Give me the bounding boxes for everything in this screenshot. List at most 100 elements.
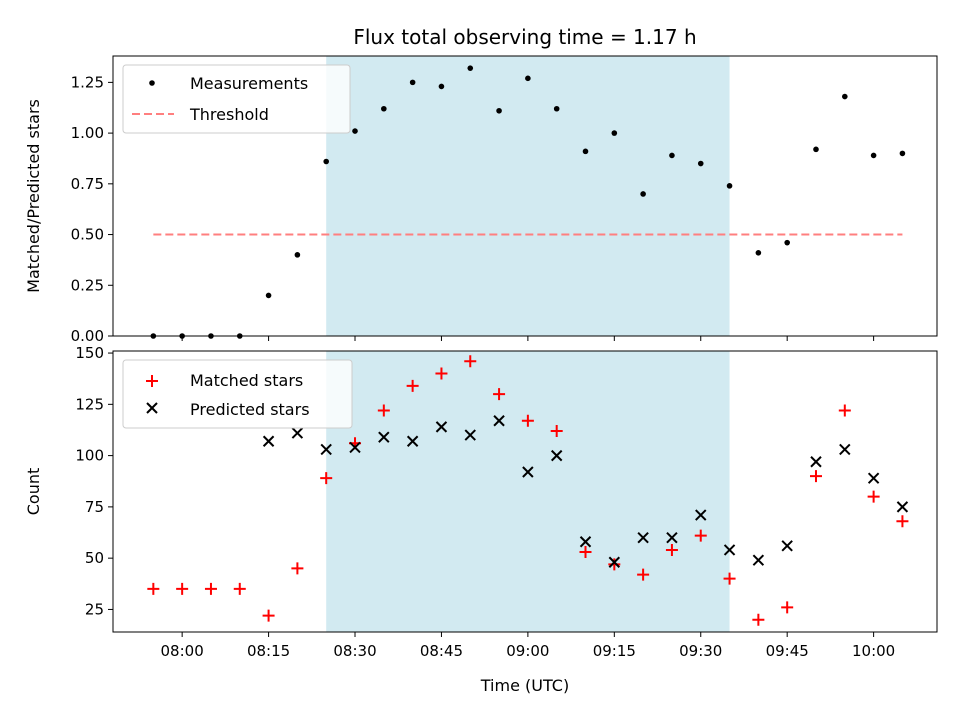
measurement-point <box>467 65 474 71</box>
x-tick-label: 09:45 <box>766 642 809 660</box>
predicted-star-point <box>320 443 332 456</box>
predicted-star-point <box>608 556 621 568</box>
top-y-tick-label: 0.75 <box>71 175 104 193</box>
matched-star-point <box>665 543 678 556</box>
matched-star-point <box>435 367 448 380</box>
measurement-point <box>496 107 502 114</box>
predicted-star-point <box>637 531 649 544</box>
matched-star-point <box>406 379 419 392</box>
predicted-star-point <box>781 540 793 552</box>
predicted-star-point <box>867 472 880 484</box>
legend-measurements-marker <box>149 80 155 86</box>
measurement-point <box>352 128 358 134</box>
legend-predicted-label: Predicted stars <box>190 400 310 419</box>
predicted-star-point <box>378 431 390 443</box>
predicted-star-point <box>695 509 707 521</box>
top-y-tick-label: 1.00 <box>71 124 104 142</box>
top-y-tick-label: 0.25 <box>71 276 104 294</box>
matched-star-point <box>896 515 909 528</box>
legend-matched-label: Matched stars <box>190 371 303 390</box>
predicted-star-point <box>723 544 736 556</box>
measurement-point <box>265 292 272 299</box>
predicted-star-point <box>752 554 765 566</box>
x-tick-label: 09:15 <box>593 642 636 660</box>
predicted-star-point <box>291 427 304 439</box>
top-shaded-span <box>326 56 730 336</box>
top-x-ticks <box>181 336 875 341</box>
predicted-star-point <box>435 421 448 433</box>
x-tick-label: 08:45 <box>420 642 463 660</box>
matched-star-point <box>493 388 506 401</box>
bottom-legend-box <box>122 359 353 429</box>
matched-star-point <box>752 613 765 626</box>
predicted-star-point <box>839 443 851 456</box>
matched-star-point <box>291 562 304 575</box>
matched-star-point <box>637 568 650 581</box>
predicted-star-point <box>522 466 534 478</box>
predicted-star-point <box>464 429 476 441</box>
top-y-ticks: 0.00 0.25 0.50 0.75 1.00 1.25 <box>71 73 113 345</box>
measurement-point <box>784 239 790 246</box>
predicted-star-point <box>406 435 419 447</box>
top-legend: Measurements Threshold <box>122 64 351 134</box>
bot-y-tick-label: 50 <box>85 549 104 567</box>
x-tick-label: 09:00 <box>506 642 549 660</box>
bottom-x-ticks: 08:00 08:15 08:30 08:45 09:00 09:15 09:30 09:45… <box>161 632 895 660</box>
x-axis-label: Time (UTC) <box>480 676 569 695</box>
bot-y-tick-label: 125 <box>75 395 104 413</box>
top-panel: 0.00 0.25 0.50 0.75 1.00 1.25 Matched/Predict… <box>24 55 938 345</box>
top-legend-box <box>122 64 351 134</box>
matched-star-point <box>262 609 275 622</box>
matched-star-point <box>147 582 160 595</box>
matched-star-point <box>694 529 707 542</box>
matched-star-point <box>377 404 390 417</box>
matched-star-point <box>176 582 189 595</box>
matched-star-point <box>867 490 880 503</box>
matched-star-point <box>579 546 592 559</box>
bottom-panel: 25 50 75 100 125 150 08:00 08:15 08:30 08:45 09:0… <box>24 344 938 695</box>
legend-measurements-label: Measurements <box>190 74 308 93</box>
bot-y-tick-label: 75 <box>85 498 104 516</box>
legend-threshold-label: Threshold <box>189 105 269 124</box>
measurement-point <box>409 79 416 86</box>
measurement-point <box>611 130 618 136</box>
predicted-star-point <box>493 415 505 427</box>
x-tick-label: 08:00 <box>161 642 204 660</box>
predicted-star-point <box>579 536 592 548</box>
top-y-tick-label: 0.50 <box>71 226 104 244</box>
measurement-point <box>726 183 733 189</box>
x-tick-label: 09:30 <box>679 642 722 660</box>
matched-star-point <box>521 414 534 427</box>
measurement-point <box>813 146 819 153</box>
matched-star-point <box>204 582 217 595</box>
measurement-point <box>669 152 675 159</box>
measurement-point <box>842 93 848 100</box>
top-marks <box>150 65 906 339</box>
measurement-point <box>755 250 762 256</box>
predicted-star-point <box>262 435 275 447</box>
measurement-point <box>870 152 877 159</box>
x-tick-label: 10:00 <box>852 642 895 660</box>
top-y-tick-label: 0.00 <box>71 327 104 345</box>
matched-star-point <box>550 424 563 437</box>
bottom-y-ticks: 25 50 75 100 125 150 <box>75 344 113 618</box>
measurement-point <box>553 105 560 112</box>
legend-predicted-marker <box>146 402 158 414</box>
bottom-legend: Matched stars Predicted stars <box>122 359 353 429</box>
bot-y-tick-label: 100 <box>75 447 104 465</box>
matched-star-point <box>233 582 246 595</box>
bot-y-tick-label: 25 <box>85 600 104 618</box>
measurement-point <box>697 160 704 167</box>
predicted-star-point <box>810 456 822 468</box>
matched-star-point <box>464 355 477 368</box>
predicted-star-point <box>550 449 563 462</box>
bottom-frame <box>112 350 938 633</box>
bottom-shaded-span <box>326 351 730 632</box>
matched-star-point <box>838 404 851 417</box>
matched-star-point <box>320 472 333 485</box>
measurement-point <box>640 191 646 197</box>
bottom-marks <box>147 355 909 626</box>
predicted-star-point <box>349 441 361 454</box>
bot-y-tick-label: 150 <box>75 344 104 362</box>
predicted-star-point <box>666 531 678 544</box>
